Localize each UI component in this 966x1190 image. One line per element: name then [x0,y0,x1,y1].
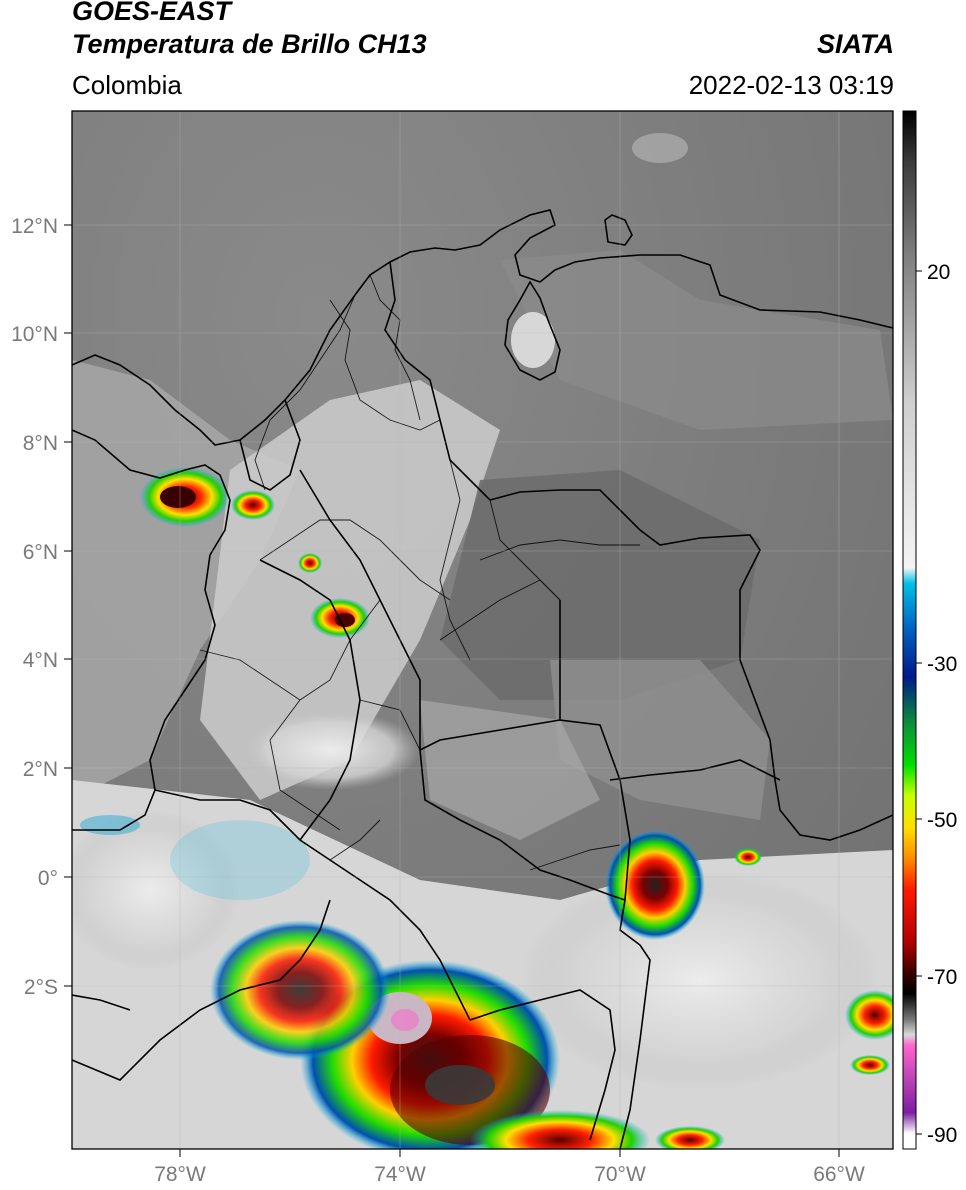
lon-label: 66°W [813,1163,865,1186]
lon-label: 78°W [154,1163,206,1186]
map-frame [71,110,894,1150]
lat-label: 12°N [11,215,58,238]
source-label: SIATA [817,29,894,59]
colorbar [902,110,917,1150]
lat-label: 6°N [23,541,58,564]
colorbar-label: 20 [927,261,950,284]
department-borders [199,274,640,871]
lat-label: 8°N [23,432,58,455]
longitude-labels: 78°W 74°W 70°W 66°W [154,1149,865,1186]
satellite-title: GOES-EAST [72,0,232,26]
lon-label: 70°W [594,1163,646,1186]
map-imagery [72,111,893,1149]
latitude-labels: 12°N 10°N 8°N 6°N 4°N 2°N 0° 2°S [11,215,72,999]
lat-label: 2°S [24,976,58,999]
colorbar-label: -70 [927,966,957,989]
region-label: Colombia [72,70,182,100]
lat-label: 4°N [23,649,58,672]
colorbar-label: -50 [927,809,957,832]
colorbar-label: -90 [927,1124,957,1147]
lat-label: 10°N [11,323,58,346]
product-title: Temperatura de Brillo CH13 [72,29,427,59]
colorbar-label: -30 [927,653,957,676]
lat-label: 2°N [23,758,58,781]
lon-label: 74°W [374,1163,426,1186]
graticule [72,111,893,1149]
datetime-label: 2022-02-13 03:19 [688,70,894,100]
colorbar-labels: 20 -30 -50 -70 -90 [916,261,957,1147]
lat-label: 0° [38,867,58,890]
